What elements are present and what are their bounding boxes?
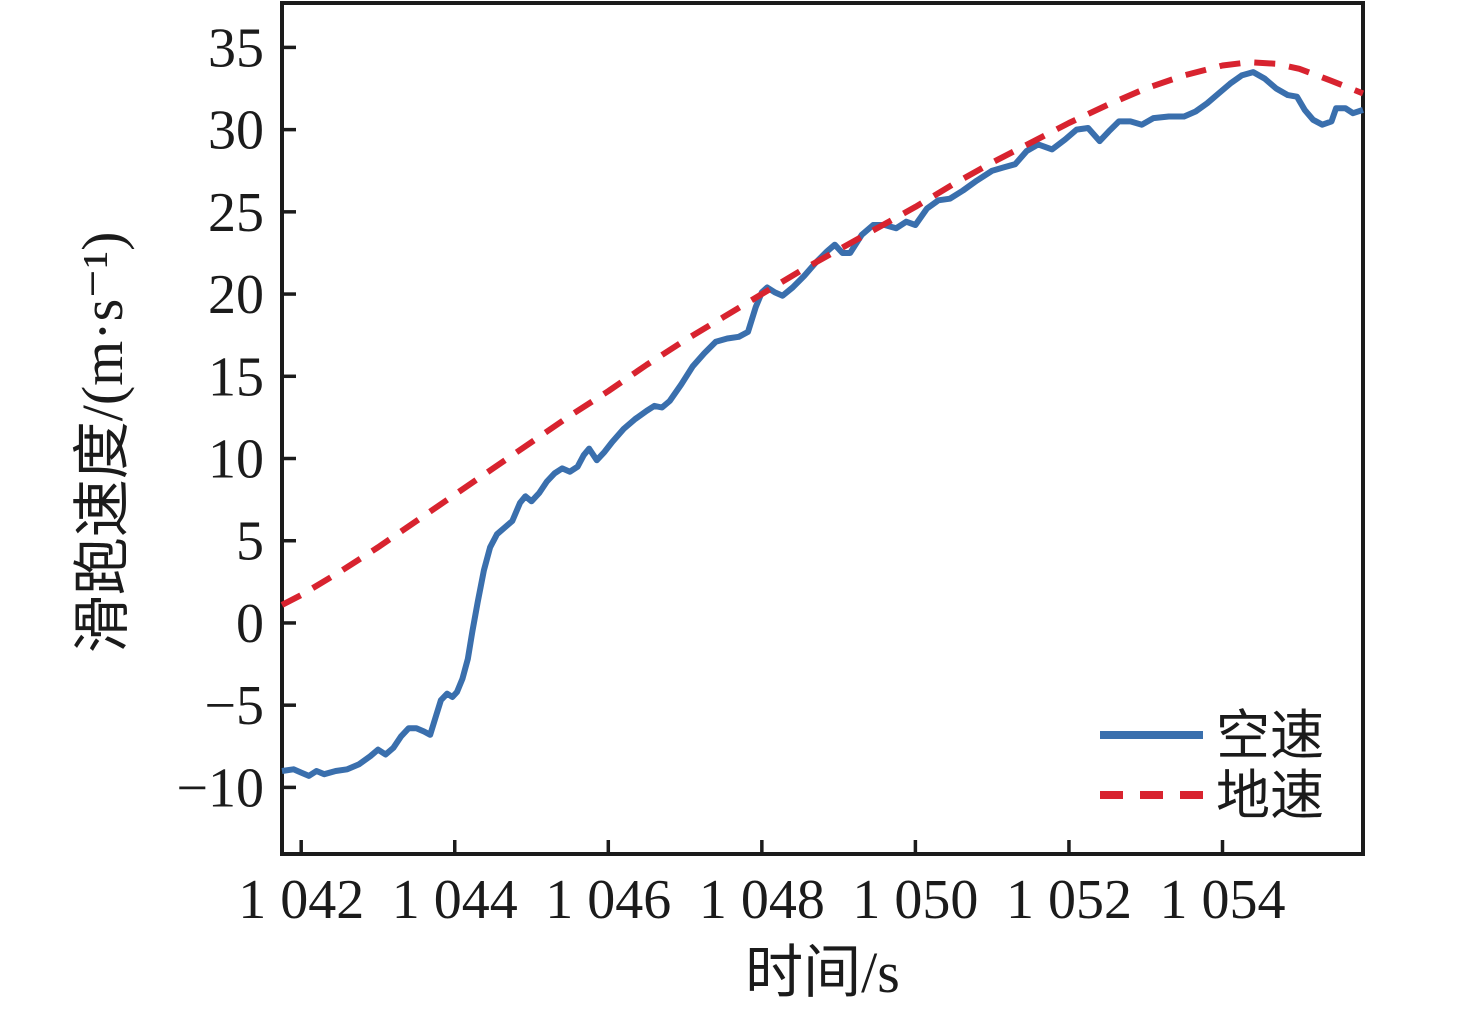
- y-tick-label: 30: [208, 100, 264, 162]
- y-tick-label: 10: [208, 429, 264, 491]
- y-tick-label: 20: [208, 264, 264, 326]
- x-tick-label: 1 044: [392, 869, 518, 931]
- x-tick-label: 1 054: [1160, 869, 1286, 931]
- y-tick-label: 25: [208, 182, 264, 244]
- series-line-groundspeed: [280, 59, 1365, 608]
- series-line-airspeed: [281, 69, 1364, 779]
- x-axis: 1 042 1 044 1 046 1 048 1 050 1 052 1 054: [238, 840, 1286, 931]
- y-tick-label: 5: [236, 511, 264, 573]
- y-axis: −10 −5 0 5 10 15 20 25 30 35: [176, 17, 296, 819]
- y-axis-title: 滑跑速度/(m·s⁻¹): [70, 232, 135, 654]
- y-tick-label: −10: [176, 757, 264, 819]
- x-tick-label: 1 050: [852, 869, 978, 931]
- x-tick-label: 1 042: [238, 869, 364, 931]
- x-tick-label: 1 048: [699, 869, 825, 931]
- x-tick-label: 1 046: [545, 869, 671, 931]
- x-tick-label: 1 052: [1006, 869, 1132, 931]
- legend-label-groundspeed: 地速: [1216, 766, 1324, 826]
- x-axis-title: 时间/s: [745, 940, 900, 1005]
- plot-border: [280, 1, 1365, 856]
- legend-label-airspeed: 空速: [1216, 706, 1324, 766]
- y-tick-label: 0: [236, 593, 264, 655]
- y-tick-label: −5: [204, 675, 264, 737]
- y-tick-label: 35: [208, 17, 264, 79]
- y-tick-label: 15: [208, 346, 264, 408]
